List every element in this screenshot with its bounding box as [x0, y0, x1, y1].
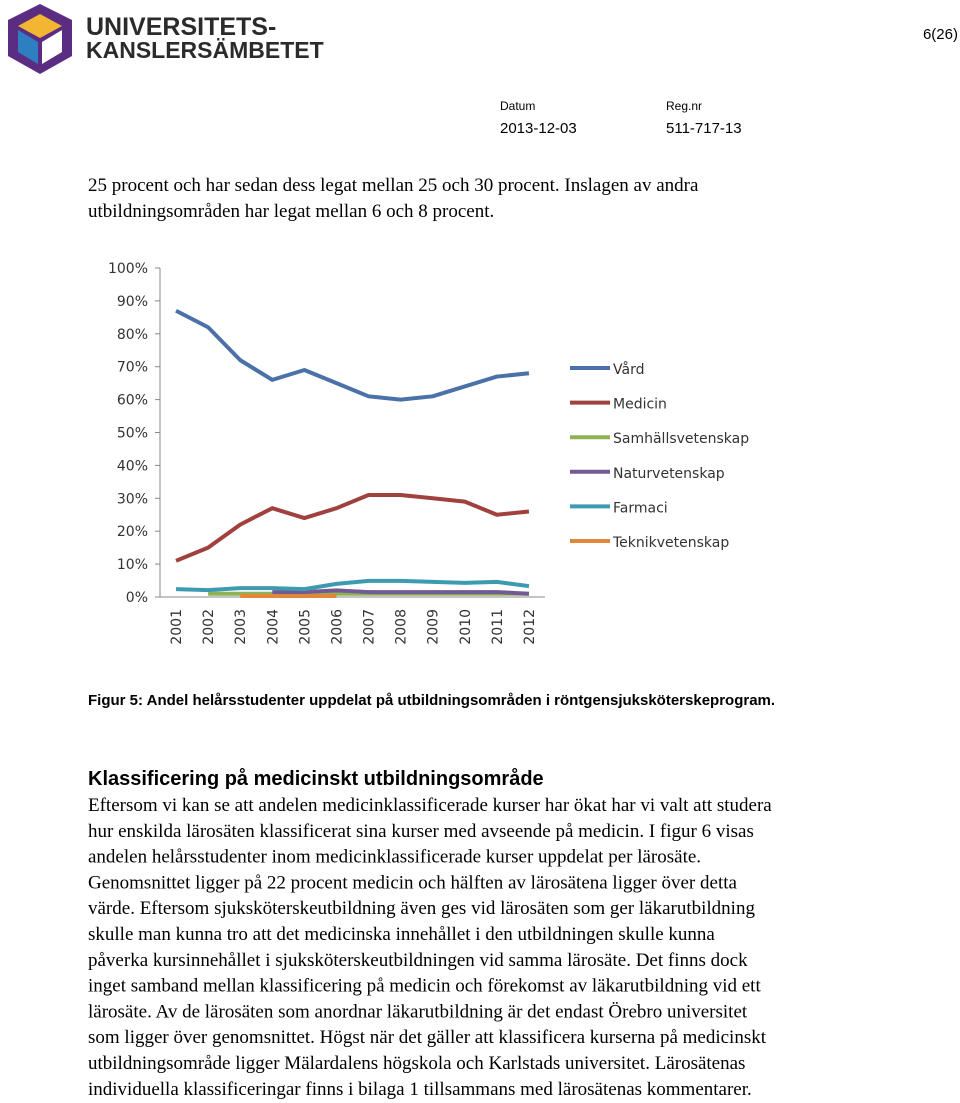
y-tick-label: 30%	[117, 491, 148, 507]
y-tick-label: 60%	[117, 393, 148, 409]
paragraph-line: skulle man kunna tro att det medicinska …	[88, 924, 715, 945]
paragraph-line: andelen helårsstudenter inom medicinklas…	[88, 847, 701, 868]
x-tick-label: 2003	[233, 609, 249, 645]
logo-facet	[42, 30, 62, 64]
x-tick-label: 2001	[169, 609, 185, 645]
paragraph-line: utbildningsområden har legat mellan 6 oc…	[88, 201, 494, 222]
y-tick-label: 100%	[108, 261, 148, 277]
paragraph-line: 25 procent och har sedan dess legat mell…	[88, 175, 699, 196]
paragraph-line: inget samband mellan klassificering på m…	[88, 976, 761, 997]
x-tick-label: 2008	[394, 609, 410, 645]
series-line	[175, 493, 530, 563]
series-line	[175, 308, 530, 402]
x-tick-label: 2010	[458, 609, 474, 645]
logo-facet	[18, 30, 38, 64]
x-tick-label: 2006	[329, 609, 345, 645]
y-tick-label: 90%	[117, 294, 148, 310]
x-tick-label: 2011	[490, 609, 506, 645]
legend-label: Teknikvetenskap	[612, 535, 729, 551]
y-tick-label: 50%	[117, 426, 148, 442]
x-tick-label: 2007	[362, 609, 378, 645]
legend-label: Medicin	[613, 397, 667, 413]
y-tick-label: 20%	[117, 524, 148, 540]
y-tick-label: 0%	[126, 590, 148, 606]
figure-caption: Figur 5: Andel helårsstudenter uppdelat …	[88, 692, 775, 709]
page-number: 6(26)	[923, 26, 958, 43]
date-label: Datum	[500, 99, 535, 113]
legend-label: Samhällsvetenskap	[613, 431, 749, 447]
paragraph-line: värde. Eftersom sjuksköterskeutbildning …	[88, 898, 755, 919]
logo-text: UNIVERSITETS-	[86, 13, 276, 41]
section-title: Klassificering på medicinskt utbildnings…	[88, 767, 544, 790]
legend-label: Naturvetenskap	[613, 466, 725, 482]
x-tick-label: 2004	[265, 609, 281, 645]
legend-label: Farmaci	[613, 500, 668, 516]
reg-label: Reg.nr	[666, 99, 702, 113]
paragraph-line: hur enskilda lärosäten klassificerat sin…	[88, 821, 754, 842]
logo	[8, 4, 72, 74]
logo-facet	[18, 14, 62, 38]
y-tick-label: 40%	[117, 458, 148, 474]
reg-number: 511-717-13	[666, 120, 742, 137]
y-tick-label: 80%	[117, 327, 148, 343]
y-tick-label: 70%	[117, 360, 148, 376]
paragraph-line: påverka kursinnehållet i sjuksköterskeut…	[88, 950, 748, 971]
paragraph-line: lärosäte. Av de lärosäten som anordnar l…	[88, 1001, 748, 1022]
legend-label: Vård	[613, 361, 644, 378]
paragraph-line: som ligger över genomsnittet. Högst när …	[88, 1027, 767, 1048]
x-tick-label: 2009	[426, 609, 442, 645]
y-tick-label: 10%	[117, 557, 148, 573]
x-tick-label: 2002	[201, 609, 217, 645]
x-tick-label: 2012	[522, 609, 538, 645]
paragraph-line: Genomsnittet ligger på 22 procent medici…	[88, 872, 737, 893]
logo-hexagon	[8, 4, 72, 74]
series-line	[175, 578, 530, 593]
x-tick-label: 2005	[297, 609, 313, 645]
paragraph-line: individuella klassificeringar finns i bi…	[88, 1079, 752, 1100]
series-line	[272, 588, 530, 596]
date: 2013-12-03	[500, 120, 577, 137]
paragraph-line: Eftersom vi kan se att andelen medicinkl…	[88, 795, 772, 816]
logo-text: KANSLERSÄMBETET	[86, 37, 324, 63]
paragraph-line: utbildningsområde ligger Mälardalens hög…	[88, 1053, 745, 1074]
